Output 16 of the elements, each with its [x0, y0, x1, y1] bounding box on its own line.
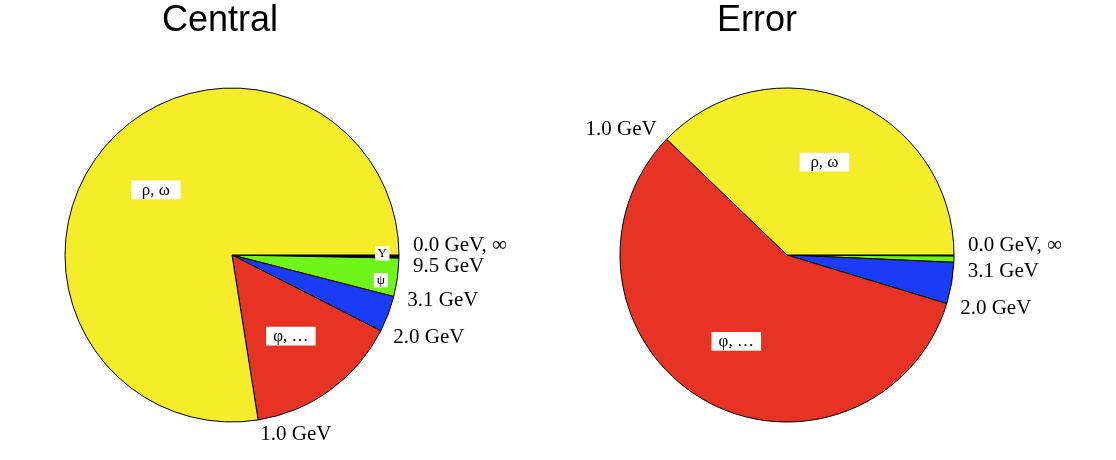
text: 3.1 GeV — [967, 257, 1039, 282]
text: 1.0 GeV — [260, 420, 332, 445]
slice-label: φ, … — [718, 331, 754, 351]
text: 1.0 GeV — [585, 116, 657, 141]
slice-label: Υ — [377, 245, 388, 261]
text: 2.0 GeV — [960, 294, 1032, 319]
text: 3.1 GeV — [407, 287, 479, 312]
text: 0.0 GeV, ∞ — [413, 232, 507, 256]
slice-label: ψ — [376, 272, 385, 288]
text: 0.0 GeV, ∞ — [968, 232, 1062, 256]
slice-label: ρ, ω — [141, 179, 170, 199]
text: 2.0 GeV — [393, 324, 465, 349]
chart-title: Central — [162, 0, 279, 39]
chart-title: Error — [717, 0, 798, 39]
slice-label: ρ, ω — [810, 152, 839, 172]
slice-label: φ, … — [273, 326, 309, 346]
